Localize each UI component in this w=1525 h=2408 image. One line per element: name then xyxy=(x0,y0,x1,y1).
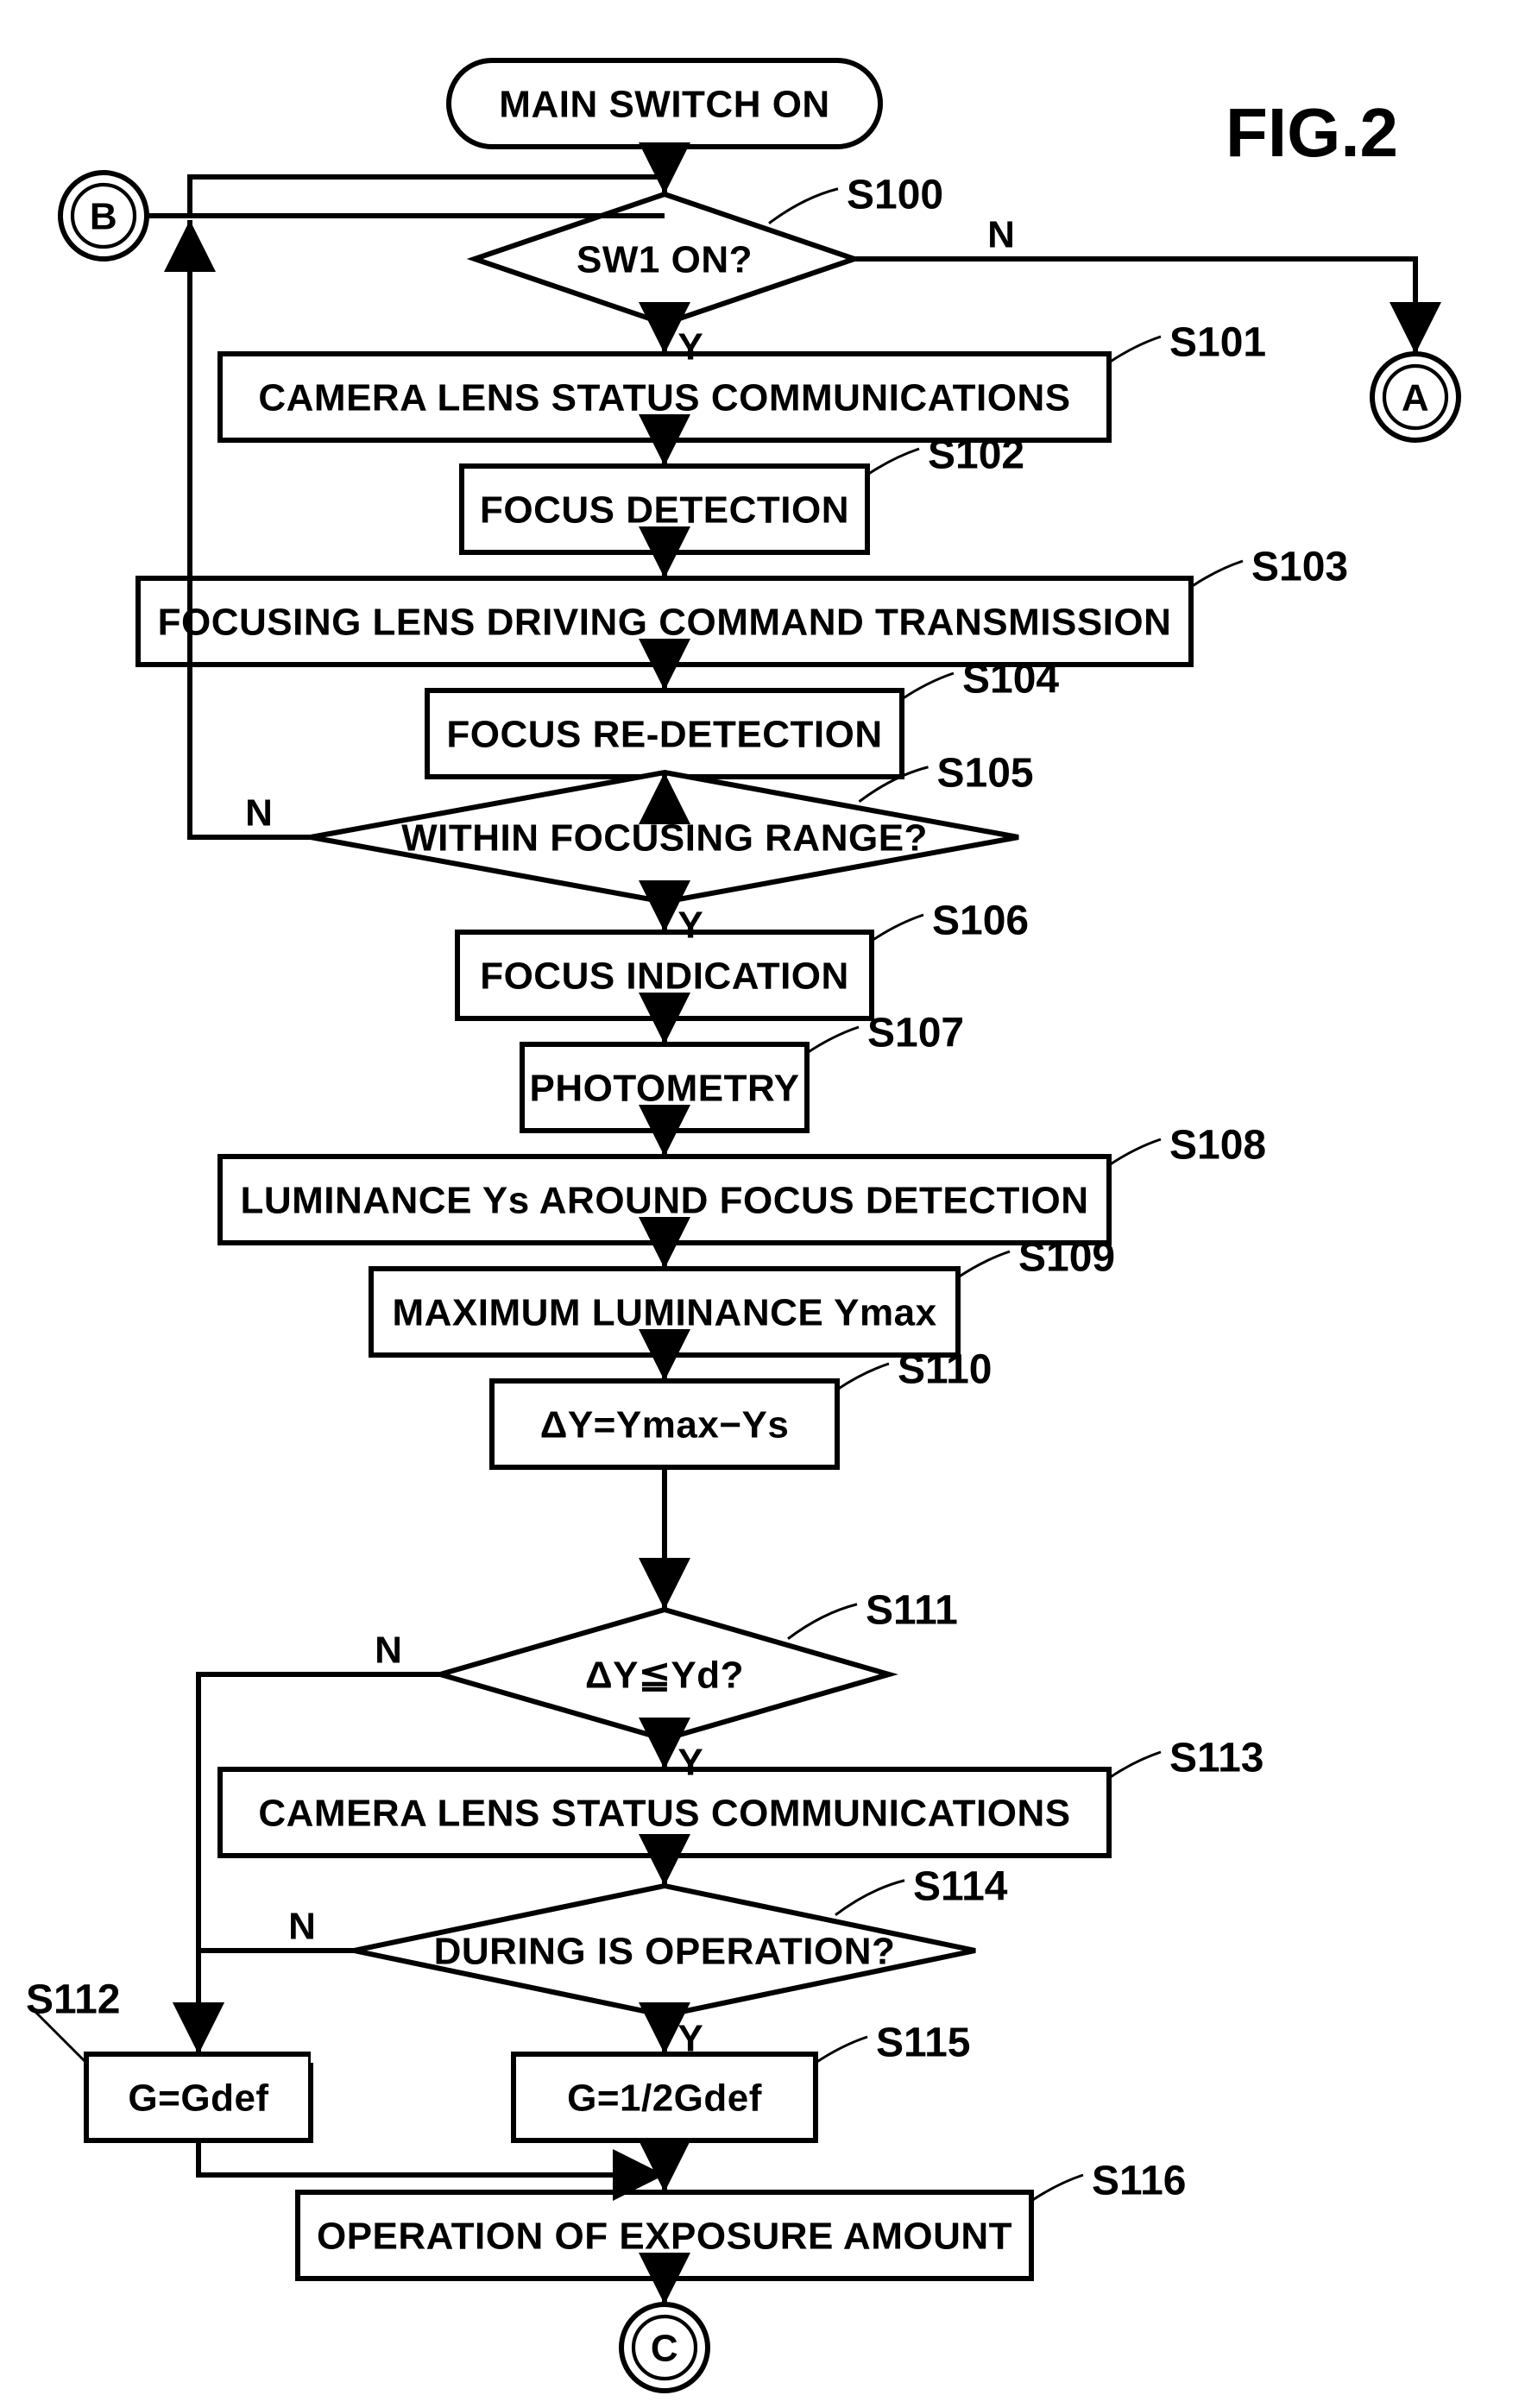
svg-text:S101: S101 xyxy=(1169,320,1266,366)
svg-text:N: N xyxy=(375,1629,402,1672)
svg-text:S104: S104 xyxy=(962,657,1059,703)
svg-text:A: A xyxy=(1402,377,1429,419)
svg-text:N: N xyxy=(245,792,273,835)
svg-text:FOCUS RE-DETECTION: FOCUS RE-DETECTION xyxy=(446,714,882,756)
flowchart-diagram: FIG.2 MAIN SWITCH ON B A C CAMERA LENS STATUS… xyxy=(0,0,1525,2408)
svg-text:CAMERA LENS STATUS COMMUNICATI: CAMERA LENS STATUS COMMUNICATIONS xyxy=(258,377,1070,419)
svg-text:ΔY=Ymax−Ys: ΔY=Ymax−Ys xyxy=(540,1404,790,1447)
svg-text:FOCUSING LENS DRIVING COMMAND: FOCUSING LENS DRIVING COMMAND TRANSMISSI… xyxy=(158,602,1172,644)
svg-text:S112: S112 xyxy=(26,1977,120,2023)
svg-text:S116: S116 xyxy=(1092,2159,1186,2204)
svg-text:CAMERA LENS STATUS COMMUNICATI: CAMERA LENS STATUS COMMUNICATIONS xyxy=(258,1793,1070,1835)
svg-text:G=Gdef: G=Gdef xyxy=(128,2077,268,2120)
svg-text:Y: Y xyxy=(677,326,703,369)
svg-text:PHOTOMETRY: PHOTOMETRY xyxy=(529,1068,799,1110)
svg-text:FOCUS INDICATION: FOCUS INDICATION xyxy=(480,955,849,998)
svg-text:S115: S115 xyxy=(876,2020,970,2066)
svg-text:G=1/2Gdef: G=1/2Gdef xyxy=(567,2077,762,2120)
svg-text:S100: S100 xyxy=(847,172,943,217)
svg-text:B: B xyxy=(90,196,117,238)
svg-text:N: N xyxy=(987,214,1015,256)
figure-label: FIG.2 xyxy=(1226,94,1398,171)
svg-text:S102: S102 xyxy=(928,432,1024,478)
svg-text:S108: S108 xyxy=(1169,1123,1266,1169)
svg-text:S114: S114 xyxy=(913,1863,1008,1909)
svg-text:Y: Y xyxy=(677,905,703,947)
svg-text:LUMINANCE Ys AROUND FOCUS DETE: LUMINANCE Ys AROUND FOCUS DETECTION xyxy=(240,1180,1088,1222)
svg-text:S110: S110 xyxy=(898,1347,992,1393)
svg-text:S111: S111 xyxy=(866,1587,958,1633)
svg-text:DURING IS OPERATION?: DURING IS OPERATION? xyxy=(434,1931,896,1973)
svg-text:FOCUS DETECTION: FOCUS DETECTION xyxy=(480,489,849,532)
svg-text:Y: Y xyxy=(677,1742,703,1784)
svg-text:S106: S106 xyxy=(932,898,1029,944)
svg-text:S113: S113 xyxy=(1169,1736,1263,1781)
svg-text:ΔY≦Yd?: ΔY≦Yd? xyxy=(585,1655,744,1697)
svg-text:S107: S107 xyxy=(867,1011,964,1056)
svg-text:S105: S105 xyxy=(937,750,1034,796)
svg-text:C: C xyxy=(651,2328,678,2370)
svg-text:MAXIMUM LUMINANCE Ymax: MAXIMUM LUMINANCE Ymax xyxy=(392,1292,936,1334)
svg-text:N: N xyxy=(288,1906,316,1948)
svg-text:SW1 ON?: SW1 ON? xyxy=(577,239,753,281)
svg-text:S103: S103 xyxy=(1251,545,1348,590)
svg-text:S109: S109 xyxy=(1018,1235,1115,1281)
svg-text:WITHIN FOCUSING RANGE?: WITHIN FOCUSING RANGE? xyxy=(401,817,928,860)
svg-text:MAIN SWITCH ON: MAIN SWITCH ON xyxy=(499,84,829,126)
svg-text:Y: Y xyxy=(677,2018,703,2060)
svg-text:OPERATION OF EXPOSURE AMOUNT: OPERATION OF EXPOSURE AMOUNT xyxy=(317,2216,1012,2258)
